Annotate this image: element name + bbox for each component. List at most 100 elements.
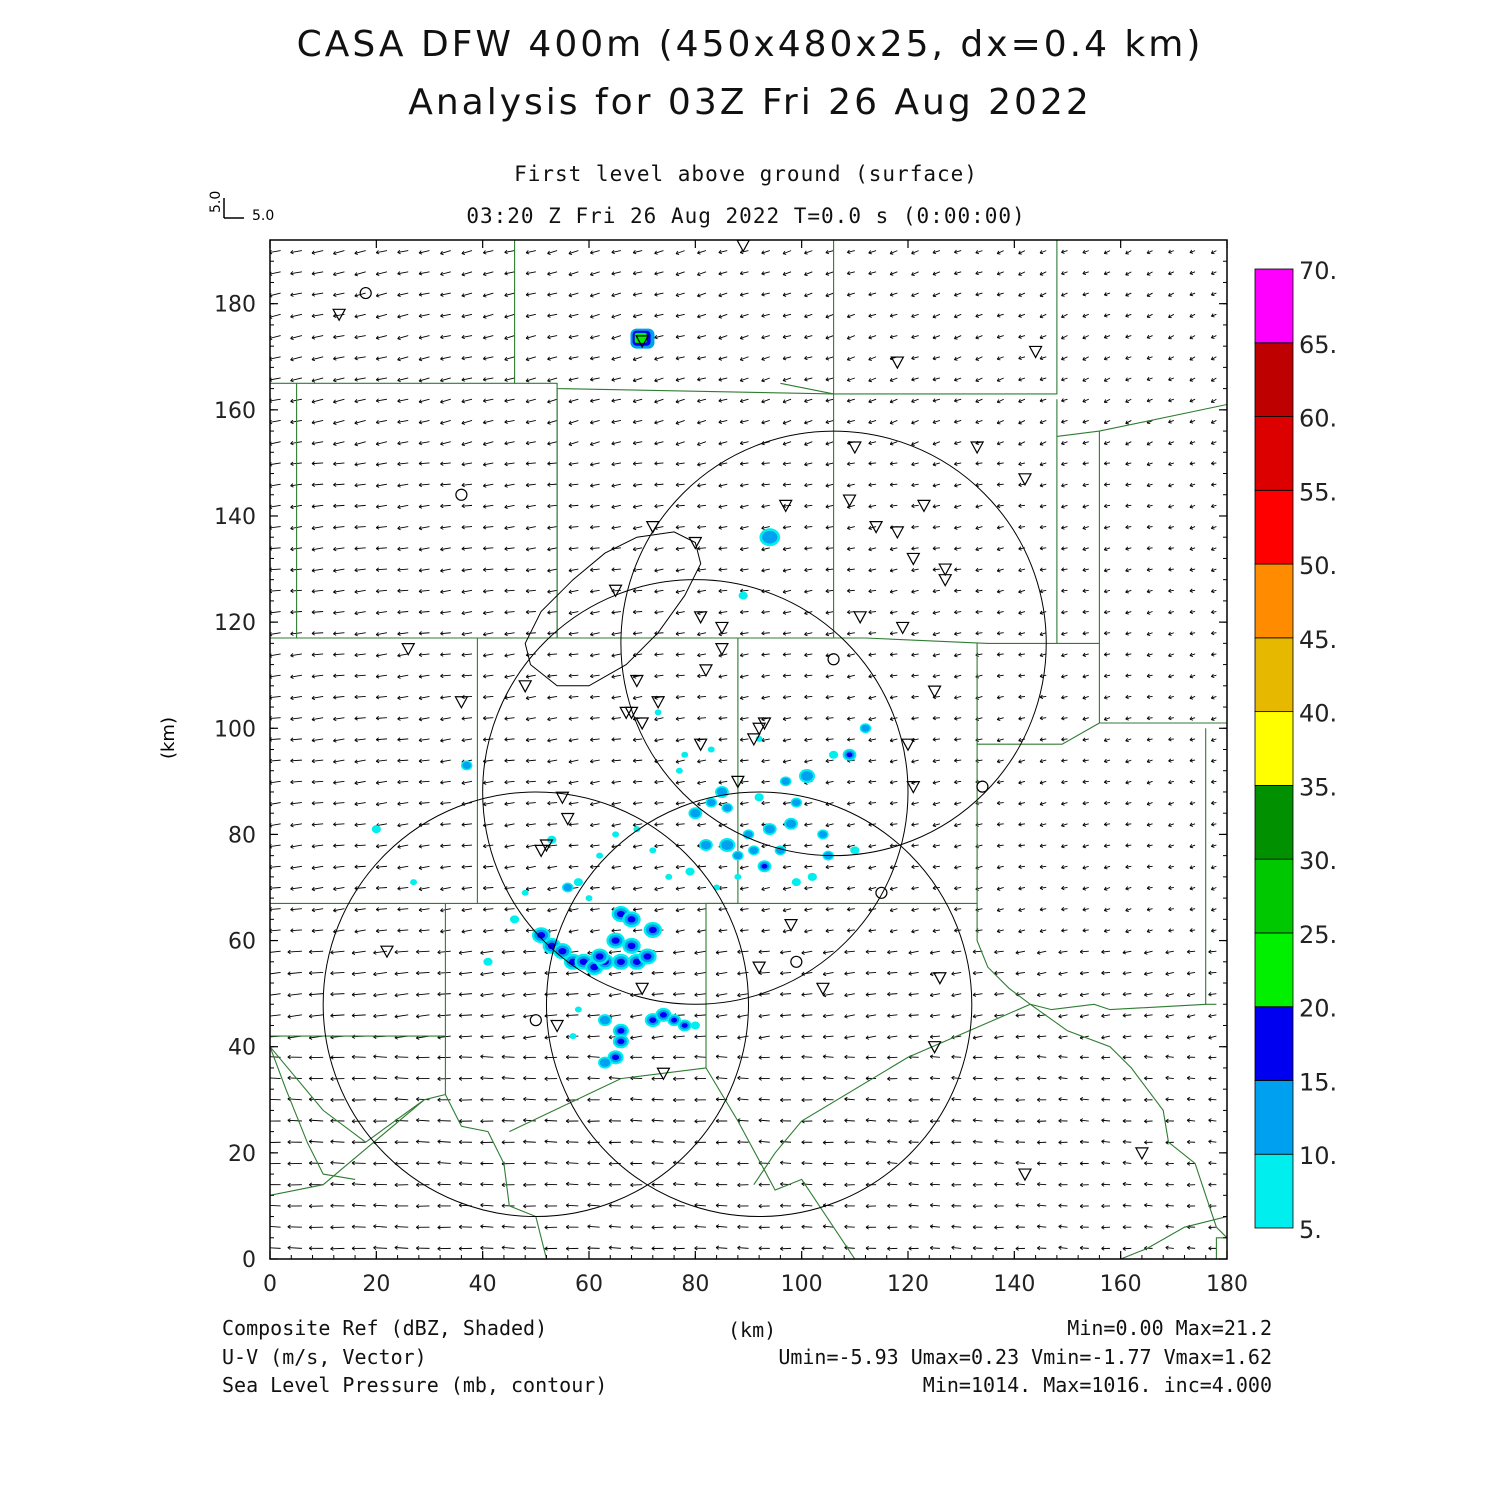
wind-vector-head (290, 801, 294, 805)
wind-vector-head (972, 1097, 977, 1100)
wind-vector-head (761, 359, 765, 361)
wind-vector-head (547, 910, 551, 913)
wind-vector (568, 589, 579, 593)
wind-vector (440, 335, 451, 338)
wind-vector (673, 1162, 685, 1164)
wind-vector (354, 526, 366, 528)
wind-vector-head (311, 337, 316, 340)
wind-vector-head (394, 993, 398, 996)
wind-vector (975, 356, 983, 361)
wind-vector-head (351, 1076, 355, 1079)
wind-vector-head (525, 588, 529, 592)
wind-vector-head (373, 1225, 377, 1229)
wind-vector-head (376, 634, 380, 637)
wind-vector (740, 908, 749, 911)
wind-vector-head (930, 1054, 934, 1057)
wind-vector-head (376, 464, 380, 467)
wind-vector-head (480, 971, 484, 975)
wind-vector-head (675, 356, 679, 360)
wind-vector-head (715, 1016, 720, 1019)
wind-vector-head (951, 1141, 955, 1145)
wind-vector-head (632, 440, 636, 444)
wind-vector (954, 589, 962, 592)
wind-vector (270, 420, 281, 423)
wind-vector-head (480, 1077, 484, 1081)
wind-vector-head (547, 761, 551, 764)
wind-vector-head (311, 740, 316, 743)
wind-vector-head (611, 546, 615, 550)
wind-vector-head (865, 1014, 869, 1017)
wind-vector (740, 738, 749, 741)
wind-vector (440, 780, 451, 784)
wind-vector-head (376, 527, 380, 530)
wind-vector (911, 695, 919, 698)
wind-vector-head (846, 335, 850, 339)
wind-vector-head (525, 695, 529, 699)
wind-vector-head (483, 931, 487, 934)
wind-vector-head (758, 1204, 762, 1207)
wind-vector (418, 568, 430, 572)
wind-vector-head (547, 549, 551, 552)
wind-vector-head (394, 1016, 398, 1019)
wind-vector-head (547, 697, 551, 700)
wind-vector-head (932, 843, 936, 847)
wind-vector (330, 950, 345, 954)
wind-vector (804, 674, 813, 677)
wind-vector-head (780, 993, 784, 997)
wind-vector-head (590, 931, 594, 934)
wind-vector-head (311, 356, 315, 360)
wind-vector-head (804, 295, 808, 298)
wind-vector-head (525, 609, 529, 613)
wind-vector-head (525, 719, 530, 722)
wind-vector-head (333, 886, 337, 890)
wind-vector-head (697, 485, 701, 488)
wind-vector (994, 993, 1004, 995)
wind-vector-head (633, 528, 637, 531)
wind-vector (526, 271, 536, 275)
wind-vector-head (908, 1162, 912, 1166)
wind-vector-head (932, 525, 936, 528)
wind-vector (630, 1098, 643, 1101)
wind-vector-head (480, 1034, 484, 1038)
wind-vector-head (911, 253, 915, 255)
wind-vector-head (418, 889, 423, 892)
wind-vector-head (630, 1096, 634, 1100)
wind-vector (504, 738, 515, 741)
wind-vector (804, 398, 813, 403)
wind-vector-head (630, 1118, 634, 1121)
wind-vector-head (911, 334, 914, 338)
wind-vector-head (825, 846, 830, 849)
wind-vector (483, 695, 494, 698)
wind-vector-head (675, 292, 679, 296)
wind-vector-head (632, 271, 636, 274)
wind-vector (804, 547, 813, 550)
wind-vector (975, 420, 983, 424)
wind-vector-head (932, 780, 936, 784)
wind-vector-head (501, 1054, 505, 1058)
wind-vector-head (333, 910, 337, 913)
wind-vector-head (847, 631, 850, 635)
wind-vector-head (758, 949, 762, 953)
wind-vector-head (996, 886, 1000, 890)
wind-vector-head (611, 823, 615, 827)
wind-vector (440, 674, 451, 677)
wind-vector-head (844, 1056, 848, 1060)
wind-vector-head (911, 316, 915, 319)
wind-vector-head (673, 1118, 677, 1122)
wind-vector-head (461, 737, 465, 741)
wind-vector-head (761, 422, 765, 425)
wind-vector (354, 738, 366, 741)
wind-vector-head (715, 1014, 719, 1017)
wind-vector-head (461, 442, 465, 446)
wind-vector-head (715, 1056, 719, 1059)
wind-vector-head (954, 655, 958, 658)
wind-vector (547, 802, 558, 804)
wind-vector-head (311, 674, 315, 677)
wind-vector-head (416, 1204, 420, 1207)
wind-vector-head (972, 1076, 976, 1079)
wind-vector-head (847, 846, 851, 849)
wind-vector (311, 611, 324, 613)
wind-vector-head (718, 780, 722, 784)
wind-vector (437, 1035, 451, 1039)
wind-vector (761, 611, 770, 613)
